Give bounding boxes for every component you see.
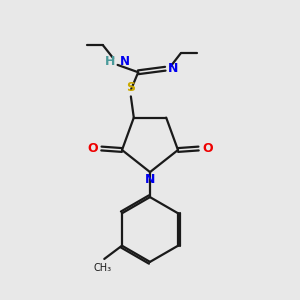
Text: CH₃: CH₃ bbox=[93, 263, 111, 273]
Text: N: N bbox=[120, 56, 130, 68]
Text: S: S bbox=[126, 81, 135, 94]
Text: O: O bbox=[87, 142, 98, 155]
Text: N: N bbox=[168, 62, 178, 75]
Text: O: O bbox=[202, 142, 213, 155]
Text: N: N bbox=[145, 173, 155, 186]
Text: H: H bbox=[105, 56, 116, 68]
